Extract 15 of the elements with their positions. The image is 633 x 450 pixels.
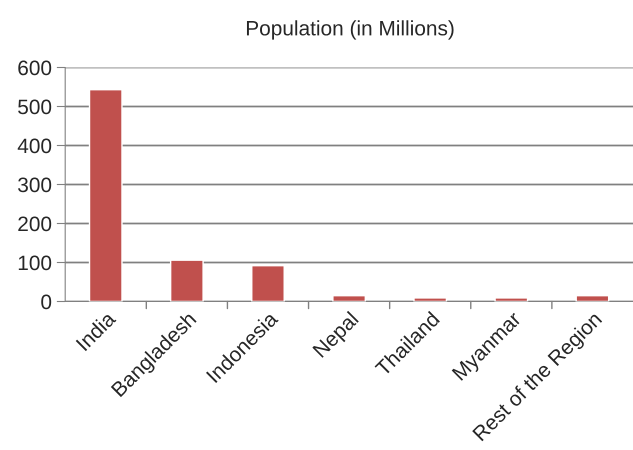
y-tick-label: 300 — [18, 178, 52, 192]
y-tick-label: 500 — [18, 100, 52, 114]
bar — [576, 294, 610, 302]
y-tick-label: 100 — [18, 256, 52, 270]
y-tick-label: 400 — [18, 138, 52, 154]
bar — [332, 294, 366, 302]
chart-title: Population (in Millions) — [246, 20, 454, 40]
bar — [494, 297, 528, 302]
y-tick-label: 200 — [18, 216, 52, 232]
bar — [413, 297, 448, 302]
y-tick-label: 600 — [18, 60, 52, 76]
bar — [251, 264, 285, 302]
bar — [88, 89, 123, 302]
bar — [170, 259, 204, 302]
y-tick-label: 0 — [41, 294, 52, 310]
